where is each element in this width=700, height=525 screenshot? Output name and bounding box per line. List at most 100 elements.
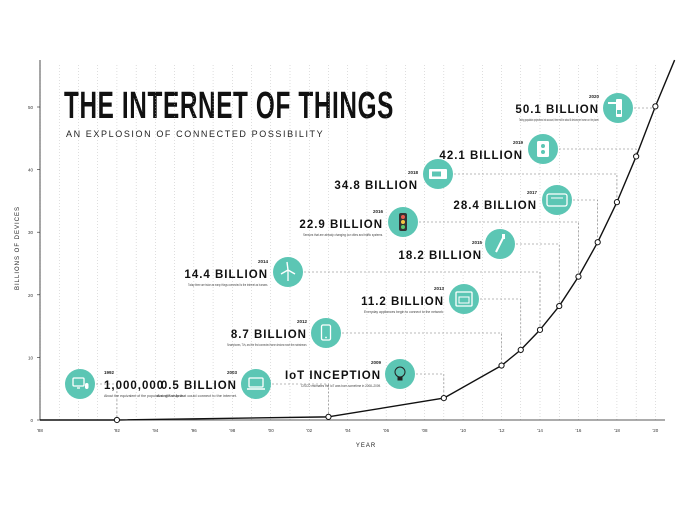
data-point [575,273,582,280]
data-point [536,326,544,333]
laptop-icon [247,377,265,390]
monitor-shape [72,377,85,387]
x-tick-label: '06 [383,428,389,433]
annotation-description: Today there are twice as many things con… [188,283,268,287]
annotation-year: 2003 [227,370,238,375]
chart-subtitle: AN EXPLOSION OF CONNECTED POSSIBILITY [66,129,324,139]
annotation-year: 1992 [104,370,115,375]
annotation-2019: 2019 42.1 BILLION [439,134,640,164]
annotation-year: 2017 [527,190,538,195]
annotation-icon-disk [449,284,479,314]
annotation-year: 2015 [472,240,483,245]
green-light-shape [401,225,405,229]
annotation-icon-disk [542,185,572,215]
annotation-leader-line [569,199,598,243]
x-tick-label: '12 [499,428,505,433]
x-tick-label: '02 [306,428,312,433]
annotation-value-label: 1,000,000 [104,380,164,392]
power-outlet-icon [537,141,549,157]
data-point [498,362,505,369]
x-tick-label: '14 [537,428,543,433]
annotation-year: 2019 [513,140,524,145]
annotation-value-label: 14.4 BILLION [184,269,268,281]
x-tick-label: '10 [460,428,466,433]
annotation-description: Taking population projections into accou… [519,118,599,122]
x-tick-label: '98 [229,428,235,433]
annotation-year: 2018 [408,170,419,175]
annotation-year: 2012 [297,319,308,324]
thermostat-icon [429,169,447,179]
series-line [39,59,676,421]
blades-shape [280,261,296,275]
annotation-leader-line [630,106,656,109]
data-point [594,239,601,246]
annotation-year: 2009 [371,360,382,365]
toaster-body-shape [546,193,568,207]
oven-door-shape [458,296,470,304]
y-tick-label: 0 [30,418,33,423]
annotation-leader-line [412,373,445,399]
annotation-value-label: 34.8 BILLION [334,180,418,192]
lock-plate-shape [616,99,622,117]
annotation-leader-line [338,332,502,366]
bristles-shape [502,234,505,239]
annotation-value-label: 0.5 BILLION [161,380,237,392]
annotation-value-label: 28.4 BILLION [453,200,537,212]
y-tick-label: 30 [28,230,34,235]
data-point [633,153,640,160]
phone-icon [320,324,332,341]
toothbrush-icon [495,234,505,253]
data-point [613,199,621,206]
bulb-base-shape [397,377,403,381]
phone-body-shape [320,324,332,341]
x-axis-title: YEAR [356,443,376,449]
annotation-year: 2020 [589,94,600,99]
annotation-value-label: 18.2 BILLION [398,250,482,262]
lightbulb-icon [394,366,406,381]
outlet-plate-shape [537,141,549,157]
annotation-2018: 2018 34.8 BILLION [334,159,621,206]
data-point [113,416,121,424]
door-lock-icon [608,99,622,117]
annotation-year: 2016 [373,209,384,214]
annotation-2012: 2012 8.7 BILLION Smartphones, TVs, and the… [227,318,505,369]
annotation-description: About the equivalent of the population o… [104,394,184,398]
annotation-leader-line [555,148,637,157]
x-tick-label: '18 [614,428,620,433]
y-tick-label: 40 [28,168,34,173]
y-tick-label: 20 [28,293,34,298]
annotation-description: Sensors that are already changing our ci… [303,233,383,237]
keypad-shape [617,110,621,114]
data-point [325,413,332,420]
wind-turbine-icon [280,261,296,281]
oven-body-shape [455,291,473,307]
annotation-leader-line [92,383,118,420]
annotation-2009: 2009 IoT INCEPTION CISCO estimates the IoT… [285,359,447,402]
annotation-2020: 2020 50.1 BILLION Taking population projec… [515,93,659,123]
annotation-value-label: 42.1 BILLION [439,150,523,162]
annotation-year: 2013 [434,286,445,291]
oven-icon [455,291,473,307]
annotation-2017: 2017 28.4 BILLION [453,185,601,246]
annotation-2015: 2015 18.2 BILLION [398,229,563,310]
toaster-icon [546,193,568,207]
annotation-value-label: 8.7 BILLION [231,329,307,341]
annotation-2003: 2003 0.5 BILLION A single chip that could … [157,369,332,420]
annotation-icon-disk [311,318,341,348]
annotation-value-label: IoT INCEPTION [285,370,381,382]
y-tick-label: 10 [28,355,34,360]
computer-mouse-icon [72,377,89,389]
socket-top-shape [541,144,545,148]
traffic-light-icon [399,213,407,231]
x-tick-label: '00 [268,428,274,433]
annotation-description: Everyday appliances begin to connect to … [364,310,444,314]
socket-bottom-shape [541,150,545,154]
mouse-shape [85,383,89,389]
data-point [556,302,563,310]
annotation-2013: 2013 11.2 BILLION Everyday appliances begi… [361,284,524,353]
annotation-icon-disk [65,369,95,399]
annotation-2014: 2014 14.4 BILLION Today there are twice as… [184,257,544,333]
annotation-description: Smartphones, TVs, and the first connecte… [227,343,307,347]
annotation-icon-disk [241,369,271,399]
